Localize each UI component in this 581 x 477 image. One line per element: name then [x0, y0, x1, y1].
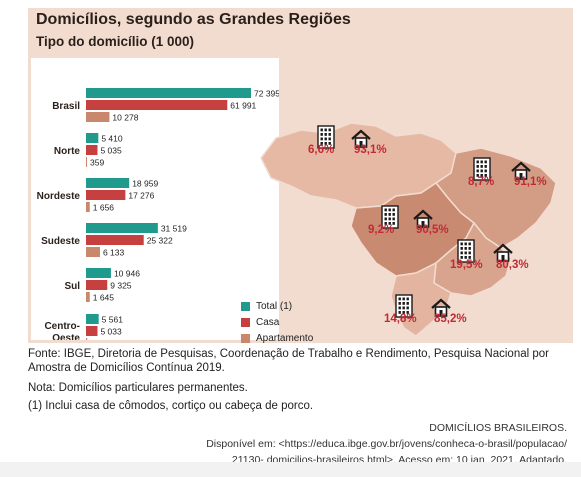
bar-total [86, 88, 251, 98]
category-label: Centro- [44, 321, 80, 332]
legend-swatch-casa [241, 317, 250, 327]
building-icon [381, 205, 399, 229]
data-label-total: 5 410 [101, 134, 123, 144]
bar-casa [86, 100, 228, 110]
category-label: Brasil [52, 101, 80, 112]
apartamento-percent: 6,6% [308, 144, 334, 156]
bar-total [86, 268, 111, 278]
apartamento-percent: 19,5% [450, 259, 483, 271]
data-label-total: 5 561 [102, 315, 124, 325]
data-label-casa: 9 325 [110, 281, 132, 291]
data-label-apartamento: 6 133 [103, 248, 125, 258]
domicile-note: Nota: Domicílios particulares permanente… [28, 382, 248, 394]
data-label-casa: 5 033 [100, 327, 122, 337]
house-icon [493, 243, 513, 262]
data-label-total: 72 395 [254, 89, 279, 99]
category-label: Sudeste [41, 236, 80, 247]
bar-casa [86, 326, 98, 336]
data-label-total: 10 946 [114, 269, 140, 279]
bar-chart-panel: Brasil 72 395 61 991 10 278 Norte 5 410 5 035 3… [31, 58, 280, 349]
bar-apartamento [86, 292, 90, 302]
bar-chart: Brasil 72 395 61 991 10 278 Norte 5 410 5 035 3… [37, 88, 280, 349]
legend-label-total: Total (1) [256, 300, 293, 312]
category-label: Norte [54, 146, 81, 157]
apartamento-percent: 9,2% [368, 224, 394, 236]
data-label-apartamento: 514 [90, 339, 104, 341]
bar-casa [86, 235, 144, 245]
bottom-strip [0, 462, 581, 477]
footnote: (1) Inclui casa de cômodos, cortiço ou c… [28, 400, 314, 412]
house-icon [431, 298, 451, 317]
bar-total [86, 223, 158, 233]
bar-apartamento [86, 247, 100, 257]
building-icon [395, 294, 413, 318]
building-icon [317, 125, 335, 149]
legend-label-casa: Casa [256, 316, 280, 328]
credit-title: DOMICÍLIOS BRASILEIROS. [429, 422, 567, 434]
casa-percent: 90,5% [416, 224, 449, 236]
casa-percent: 91,1% [514, 176, 547, 188]
bar-casa [86, 145, 98, 155]
bar-apartamento [86, 202, 90, 212]
bar-total [86, 133, 99, 143]
data-label-apartamento: 1 645 [93, 293, 115, 303]
chart-legend: Total (1) Casa Apartamento [241, 298, 313, 346]
bar-total [86, 314, 99, 324]
bar-total [86, 178, 130, 188]
bar-apartamento [86, 112, 110, 122]
apartamento-percent: 8,7% [468, 176, 494, 188]
legend-swatch-total [241, 301, 250, 311]
legend-item-casa: Casa [241, 314, 313, 330]
building-icon [473, 157, 491, 181]
data-label-casa: 25 322 [147, 236, 173, 246]
chart-title: Domicílios, segundo as Grandes Regiões [36, 11, 351, 28]
house-icon [351, 129, 371, 148]
figure-panel: Domicílios, segundo as Grandes Regiões T… [28, 8, 573, 349]
data-label-total: 31 519 [161, 224, 187, 234]
bar-casa [86, 280, 108, 290]
legend-item-apartamento: Apartamento [241, 330, 313, 346]
category-label: Oeste [52, 333, 80, 340]
apartamento-percent: 14,8% [384, 313, 417, 325]
legend-label-apartamento: Apartamento [256, 332, 314, 344]
house-icon [511, 161, 531, 180]
bar-apartamento [86, 338, 88, 348]
legend-swatch-apartamento [241, 333, 250, 343]
chart-subtitle: Tipo do domicílio (1 000) [36, 34, 195, 49]
source-note: Fonte: IBGE, Diretoria de Pesquisas, Coo… [28, 348, 549, 374]
data-label-casa: 61 991 [230, 101, 256, 111]
house-icon [413, 209, 433, 228]
credit-url: Disponível em: <https://educa.ibge.gov.b… [206, 438, 567, 450]
bar-casa [86, 190, 126, 200]
category-label: Sul [64, 281, 80, 292]
category-label: Nordeste [37, 191, 81, 202]
casa-percent: 93,1% [354, 144, 387, 156]
legend-item-total: Total (1) [241, 298, 313, 314]
data-label-apartamento: 359 [90, 158, 104, 168]
data-label-casa: 5 035 [100, 146, 122, 156]
bar-apartamento [86, 157, 87, 167]
data-label-casa: 17 276 [128, 191, 154, 201]
casa-percent: 80,3% [496, 259, 529, 271]
casa-percent: 85,2% [434, 313, 467, 325]
data-label-total: 18 959 [132, 179, 158, 189]
data-label-apartamento: 10 278 [112, 113, 138, 123]
building-icon [457, 239, 475, 263]
credit-block: DOMICÍLIOS BRASILEIROS. Disponível em: <… [206, 420, 567, 468]
brazil-map: 6,6% 93,1% 8,7% 91,1% 9,2% 90,5% 19,5% 80,3% 14,… [260, 122, 557, 337]
data-label-apartamento: 1 656 [93, 203, 115, 213]
